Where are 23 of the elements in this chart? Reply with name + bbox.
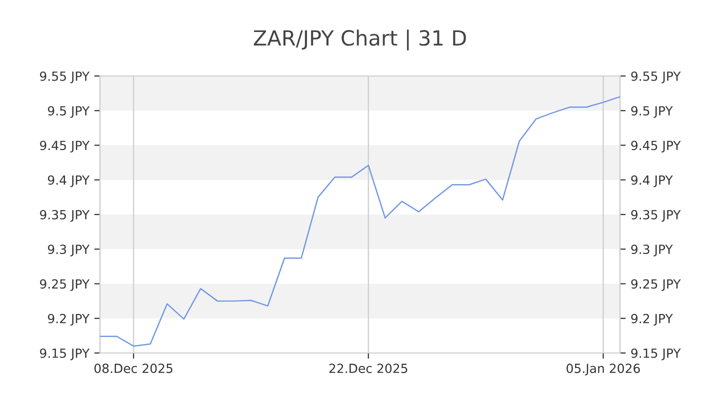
y-tick-label: 9.25 JPY [40, 279, 90, 291]
y-tick-label: 9.15 JPY [40, 348, 90, 360]
y-tick-label: 9.5 JPY [48, 106, 90, 118]
y2-tick-label: 9.5 JPY [631, 106, 673, 118]
x-tick-label: 05.Jan 2026 [566, 364, 640, 376]
y2-tick-label: 9.35 JPY [631, 210, 681, 222]
y-tick-label: 9.35 JPY [40, 210, 90, 222]
y2-tick-label: 9.15 JPY [631, 348, 681, 360]
y2-tick-label: 9.25 JPY [631, 279, 681, 291]
y-tick-label: 9.2 JPY [48, 314, 90, 326]
y2-tick-label: 9.55 JPY [631, 71, 681, 84]
y2-tick-label: 9.45 JPY [631, 140, 681, 152]
y-tick-label: 9.45 JPY [40, 140, 90, 152]
y2-tick-label: 9.2 JPY [631, 314, 673, 326]
y2-tick-label: 9.3 JPY [631, 244, 673, 256]
y2-tick-label: 9.4 JPY [631, 175, 673, 188]
y-tick-label: 9.3 JPY [48, 244, 90, 256]
line-series [100, 96, 620, 347]
chart-title: ZAR/JPY Chart | 31 D [254, 30, 466, 50]
y-tick-label: 9.4 JPY [48, 175, 90, 188]
y-tick-label: 9.55 JPY [40, 71, 90, 84]
x-tick-label: 08.Dec 2025 [94, 364, 172, 374]
x-tick-label: 22.Dec 2025 [329, 364, 408, 374]
